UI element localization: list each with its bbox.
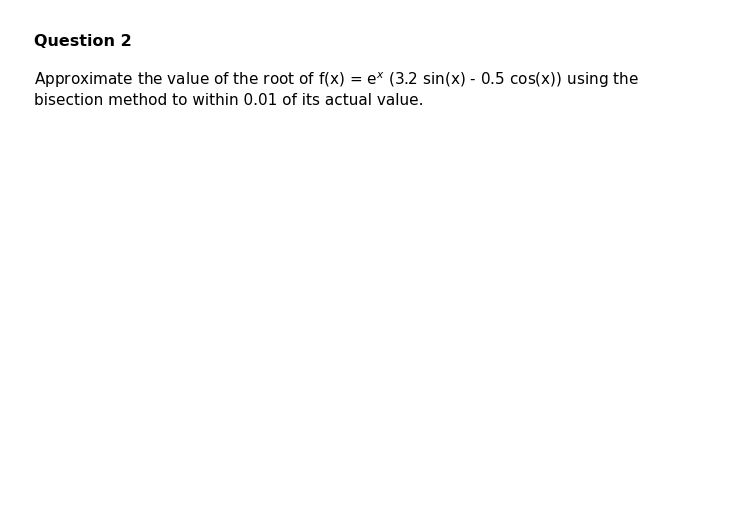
Text: Question 2: Question 2 (34, 34, 131, 49)
Text: bisection method to within 0.01 of its actual value.: bisection method to within 0.01 of its a… (34, 93, 423, 108)
Text: Approximate the value of the root of f(x) = e$^x$ (3.2 sin(x) - 0.5 cos(x)) usin: Approximate the value of the root of f(x… (34, 70, 639, 90)
